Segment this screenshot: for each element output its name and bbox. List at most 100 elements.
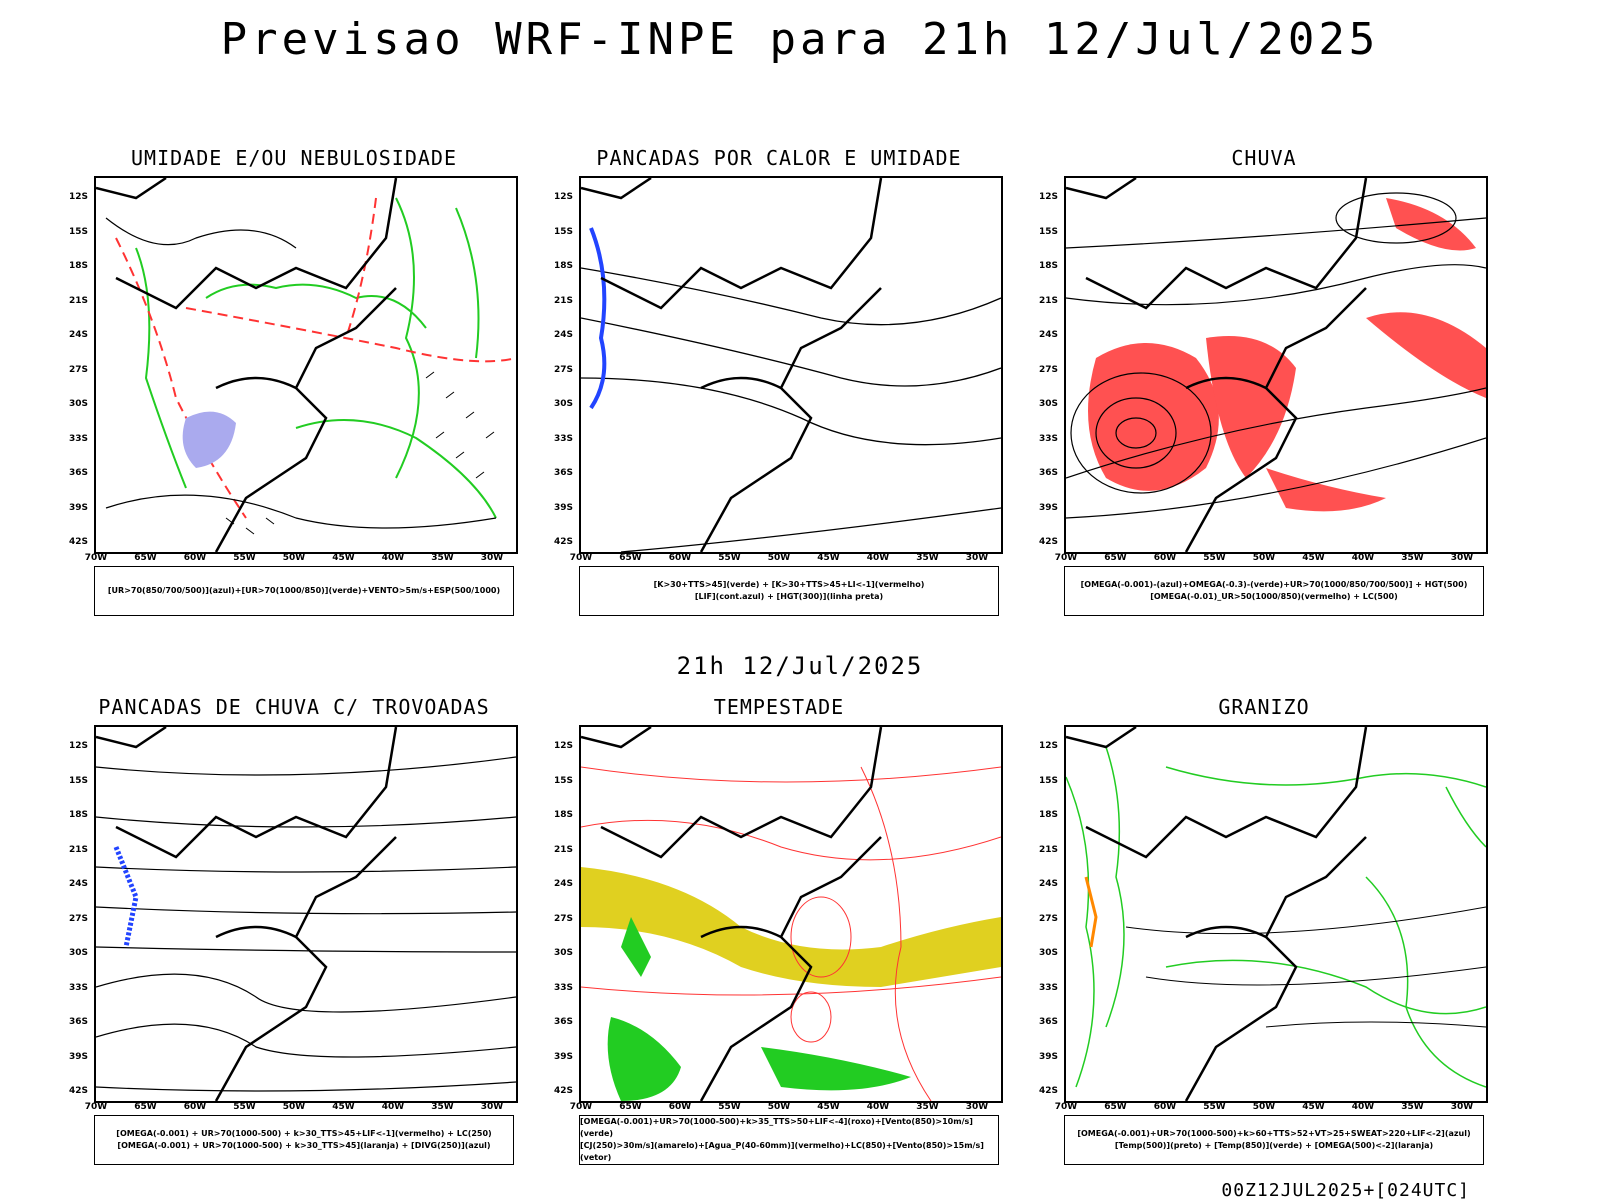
legend-line-1: [UR>70(850/700/500)](azul)+[UR>70(1000/8… <box>107 586 501 595</box>
y-axis-tick-label: 12S <box>553 741 573 751</box>
x-axis-tick-label: 35W <box>431 1102 454 1112</box>
y-axis-tick-label: 15S <box>1038 226 1058 237</box>
y-axis-tick-label: 39S <box>68 502 88 513</box>
x-axis-tick-label: 30W <box>480 1102 504 1112</box>
x-axis-tick-label: 70W <box>84 1102 108 1112</box>
y-axis-tick-label: 12S <box>1038 192 1058 202</box>
panel-legend: [OMEGA(-0.001) + UR>70(1000-500) + k>30_… <box>94 1115 514 1165</box>
model-run-footer: 00Z12JUL2025+[024UTC] <box>1221 1180 1470 1201</box>
y-axis-tick-label: 21S <box>1038 295 1058 306</box>
x-axis-tick-label: 30W <box>965 553 989 563</box>
x-axis-tick-label: 35W <box>916 553 939 563</box>
map-chuva <box>1064 176 1488 554</box>
y-axis-tick-label: 33S <box>68 982 88 993</box>
y-axis-tick-label: 27S <box>68 364 88 375</box>
panel-title: CHUVA <box>1231 146 1297 170</box>
y-axis-tick-label: 15S <box>68 226 88 237</box>
y-axis-tick-label: 18S <box>68 261 88 271</box>
panel-chuva: CHUVA <box>1024 146 1504 616</box>
y-axis-tick-label: 33S <box>553 433 573 444</box>
y-axis-tick-label: 24S <box>68 330 88 340</box>
y-axis-tick-label: 36S <box>553 468 573 478</box>
x-axis-tick-label: 55W <box>1203 1102 1226 1112</box>
x-axis-tick-label: 45W <box>817 553 840 563</box>
y-axis-tick-label: 42S <box>68 1086 88 1096</box>
legend-line-2: [OMEGA(-0.01)_UR>50(1000/850)(vermelho) … <box>1150 592 1398 601</box>
x-axis-tick-label: 30W <box>480 553 504 563</box>
x-axis-tick-label: 45W <box>817 1102 840 1112</box>
legend-line-1: [OMEGA(-0.001) + UR>70(1000-500) + k>30_… <box>116 1129 492 1138</box>
y-axis-tick-label: 27S <box>1038 913 1058 924</box>
y-axis-tick-label: 27S <box>1038 364 1058 375</box>
map-pancadas-calor <box>579 176 1003 554</box>
x-axis-tick-label: 35W <box>431 553 454 563</box>
legend-line-2: [LIF](cont.azul) + [HGT(300)](linha pret… <box>694 592 884 601</box>
y-axis-tick-label: 12S <box>68 741 88 751</box>
y-axis-tick-label: 12S <box>1038 741 1058 751</box>
y-axis-tick-label: 30S <box>1038 399 1058 409</box>
x-axis-tick-label: 50W <box>767 1102 791 1112</box>
y-axis-tick-label: 24S <box>1038 879 1058 889</box>
x-axis-tick-label: 65W <box>619 1102 642 1112</box>
y-axis-tick-label: 42S <box>68 537 88 547</box>
x-axis-tick-label: 30W <box>965 1102 989 1112</box>
y-axis-tick-label: 33S <box>68 433 88 444</box>
x-axis-tick-label: 35W <box>1401 553 1424 563</box>
x-axis-tick-label: 70W <box>569 553 593 563</box>
panel-tempestade: TEMPESTADE [OMEGA(-0 <box>539 695 1019 1165</box>
x-axis-tick-label: 70W <box>569 1102 593 1112</box>
x-axis-tick-label: 50W <box>767 553 791 563</box>
y-axis-tick-label: 15S <box>68 775 88 786</box>
x-axis-tick-label: 60W <box>668 553 692 563</box>
y-axis-tick-label: 12S <box>553 192 573 202</box>
x-axis-tick-label: 45W <box>1302 1102 1325 1112</box>
x-axis-tick-label: 40W <box>866 553 890 563</box>
map-tempestade <box>579 725 1003 1103</box>
y-axis-tick-label: 36S <box>68 468 88 478</box>
x-axis-tick-label: 35W <box>916 1102 939 1112</box>
x-axis-tick-label: 55W <box>233 553 256 563</box>
y-axis-tick-label: 30S <box>1038 948 1058 958</box>
y-axis-tick-label: 30S <box>68 399 88 409</box>
panel-umidade: UMIDADE E/OU NEBULOSIDADE <box>54 146 534 616</box>
x-axis-tick-label: 70W <box>1054 1102 1078 1112</box>
x-axis-tick-label: 55W <box>233 1102 256 1112</box>
map-trovoadas <box>94 725 518 1103</box>
x-axis-tick-label: 65W <box>619 553 642 563</box>
x-axis-tick-label: 50W <box>282 553 306 563</box>
y-axis-tick-label: 42S <box>1038 1086 1058 1096</box>
y-axis-tick-label: 21S <box>1038 844 1058 855</box>
x-axis-tick-label: 40W <box>381 553 405 563</box>
panel-title: PANCADAS POR CALOR E UMIDADE <box>596 146 962 170</box>
panel-title: PANCADAS DE CHUVA C/ TROVOADAS <box>98 695 490 719</box>
y-axis-tick-label: 18S <box>1038 261 1058 271</box>
legend-line-1: [OMEGA(-0.001)+UR>70(1000-500)+k>35_TTS>… <box>580 1117 973 1138</box>
y-axis-tick-label: 42S <box>553 537 573 547</box>
panel-trovoadas: PANCADAS DE CHUVA C/ TROVOADAS [OMEGA(-0… <box>54 695 534 1165</box>
x-axis-tick-label: 65W <box>134 553 157 563</box>
y-axis-tick-label: 42S <box>1038 537 1058 547</box>
panel-legend: [OMEGA(-0.001)-(azul)+OMEGA(-0.3)-(verde… <box>1064 566 1484 616</box>
panel-title: UMIDADE E/OU NEBULOSIDADE <box>130 146 458 170</box>
x-axis-tick-label: 55W <box>718 1102 741 1112</box>
x-axis-tick-label: 70W <box>84 553 108 563</box>
panel-granizo: GRANIZO [OMEGA(-0.00 <box>1024 695 1504 1165</box>
panel-legend: [UR>70(850/700/500)](azul)+[UR>70(1000/8… <box>94 566 514 616</box>
x-axis-tick-label: 65W <box>1104 553 1127 563</box>
panel-title: GRANIZO <box>1218 695 1310 719</box>
y-axis-tick-label: 15S <box>553 775 573 786</box>
y-axis-tick-label: 24S <box>1038 330 1058 340</box>
y-axis-tick-label: 24S <box>553 879 573 889</box>
y-axis-tick-label: 36S <box>1038 1017 1058 1027</box>
x-axis-tick-label: 50W <box>282 1102 306 1112</box>
y-axis-tick-label: 18S <box>1038 810 1058 820</box>
x-axis-tick-label: 30W <box>1450 1102 1474 1112</box>
x-axis-tick-label: 40W <box>1351 1102 1375 1112</box>
y-axis-tick-label: 21S <box>553 295 573 306</box>
legend-line-1: [K>30+TTS>45](verde) + [K>30+TTS>45+LI<-… <box>653 580 925 589</box>
x-axis-tick-label: 50W <box>1252 1102 1276 1112</box>
x-axis-tick-label: 65W <box>134 1102 157 1112</box>
x-axis-tick-label: 40W <box>866 1102 890 1112</box>
panel-legend: [K>30+TTS>45](verde) + [K>30+TTS>45+LI<-… <box>579 566 999 616</box>
main-title: Previsao WRF-INPE para 21h 12/Jul/2025 <box>220 14 1380 65</box>
